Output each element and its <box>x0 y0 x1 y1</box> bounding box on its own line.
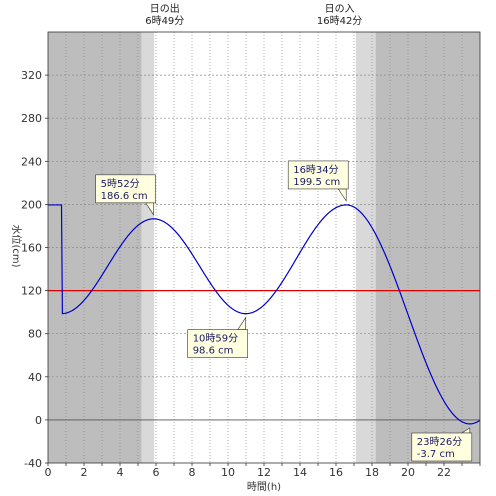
annotation-value: 98.6 cm <box>193 346 234 357</box>
series-layer <box>48 204 481 425</box>
annotation-time: 23時26分 <box>417 436 462 448</box>
x-tick-label: 14 <box>293 466 307 479</box>
annotation-time: 16時34分 <box>293 164 338 176</box>
annotation-box <box>187 329 248 358</box>
y-tick-label: 280 <box>21 112 42 125</box>
x-tick-label: 10 <box>221 466 235 479</box>
x-axis-title: 時間(h) <box>247 481 281 493</box>
sunrise-label: 日の出 <box>150 2 180 15</box>
annotation-box <box>411 432 473 462</box>
y-tick-label: 80 <box>28 328 42 341</box>
x-tick-label: 0 <box>45 466 52 479</box>
tide-level-line <box>48 204 481 425</box>
annotation-time: 10時59分 <box>193 333 238 345</box>
y-tick-label: 120 <box>21 285 42 298</box>
annotation-time: 5時52分 <box>101 178 140 190</box>
annotation-value: 199.5 cm <box>293 177 340 188</box>
y-tick-label: -40 <box>24 457 42 470</box>
y-tick-label: 160 <box>21 242 42 255</box>
sunset-label: 日の入 <box>325 4 355 15</box>
annotation-value: 186.6 cm <box>101 191 148 202</box>
y-tick-label: 40 <box>28 371 42 384</box>
x-tick-label: 2 <box>81 466 88 479</box>
x-tick-label: 16 <box>329 466 343 479</box>
x-tick-label: 20 <box>401 466 415 479</box>
x-tick-label: 8 <box>189 466 196 479</box>
sunrise-time: 6時49分 <box>145 15 184 27</box>
y-tick-label: 200 <box>21 198 42 211</box>
axis-layer: 0 2 4 6 8 10 12 14 16 18 20 22-40040801201602002402… <box>21 31 481 479</box>
y-tick-label: 240 <box>21 155 42 168</box>
night-shade-0 <box>48 32 142 463</box>
x-tick-label: 18 <box>365 466 379 479</box>
x-tick-label: 6 <box>153 466 160 479</box>
x-tick-label: 12 <box>257 466 271 479</box>
annotation-3: 23時26分-3.7 cm <box>411 427 473 462</box>
sunset-time: 16時42分 <box>317 15 362 27</box>
x-tick-label: 4 <box>117 466 124 479</box>
y-axis-title: 水位(cm) <box>10 224 23 267</box>
y-tick-label: 0 <box>35 414 42 427</box>
x-tick-label: 22 <box>437 466 451 479</box>
annotation-value: -3.7 cm <box>417 449 455 460</box>
y-tick-label: 320 <box>21 69 42 82</box>
night-shade-1 <box>141 32 155 463</box>
annotation-box <box>95 174 156 204</box>
annotation-box <box>287 160 349 190</box>
